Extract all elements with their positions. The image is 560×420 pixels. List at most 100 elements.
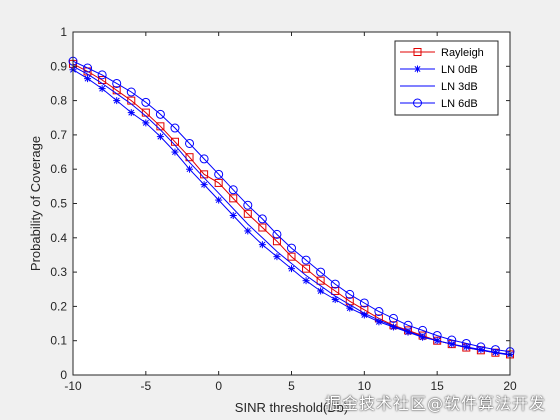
data-point <box>258 241 266 249</box>
data-point <box>258 223 267 232</box>
y-tick-label: 0.8 <box>50 94 67 108</box>
data-point <box>200 181 208 189</box>
data-point <box>432 331 442 341</box>
data-point <box>461 338 471 348</box>
legend-marker <box>414 65 421 73</box>
data-point <box>375 318 383 326</box>
data-point <box>301 255 311 265</box>
y-tick-label: 1 <box>60 25 67 39</box>
data-point <box>490 345 500 355</box>
data-point <box>243 200 253 210</box>
data-point <box>112 78 122 88</box>
y-tick-label: 0.6 <box>50 162 67 176</box>
y-tick-label: 0.3 <box>50 265 67 279</box>
legend-item: LN 6dB <box>400 98 478 110</box>
data-point <box>476 342 486 352</box>
data-point <box>243 209 252 218</box>
y-tick-label: 0.4 <box>50 231 67 245</box>
data-point <box>302 277 310 285</box>
legend-label: LN 0dB <box>441 64 478 76</box>
data-point <box>126 87 136 97</box>
y-tick-label: 0.7 <box>50 128 67 142</box>
y-axis-label: Probability of Coverage <box>28 136 43 271</box>
legend-item: Rayleigh <box>400 47 484 59</box>
data-point <box>229 212 237 220</box>
data-point <box>244 227 252 235</box>
data-point <box>83 63 93 73</box>
data-point <box>403 320 413 330</box>
series-ln-3db <box>72 65 511 356</box>
data-point <box>447 335 457 345</box>
data-point <box>199 154 209 164</box>
data-point <box>156 133 164 141</box>
data-point <box>317 287 325 295</box>
ticks-layer: -10 -5 0 5 10 15 20 0 0.1 0.2 0.3 0.4 0.5 0.6 0.7 0.8 0.… <box>50 25 517 393</box>
data-point <box>228 185 238 195</box>
y-tick-label: 0.2 <box>50 299 67 313</box>
data-point <box>360 311 368 319</box>
x-tick-label: 20 <box>503 379 517 393</box>
data-point <box>171 148 179 156</box>
series-line <box>72 65 511 356</box>
legend-marker <box>413 48 422 56</box>
legend-item: LN 3dB <box>400 81 478 93</box>
data-point <box>127 109 135 117</box>
x-tick-label: 15 <box>430 379 444 393</box>
data-point <box>97 70 107 80</box>
y-tick-label: 0.1 <box>50 334 67 348</box>
data-point <box>302 264 311 273</box>
data-point <box>98 85 106 93</box>
x-tick-label: 0 <box>215 379 222 393</box>
series-layer <box>68 56 515 359</box>
x-tick-label: -5 <box>140 379 151 393</box>
y-tick-label: 0 <box>60 368 67 382</box>
data-point <box>288 265 295 273</box>
data-point <box>214 169 224 179</box>
x-axis-label: SINR threshold(Db) <box>235 400 348 415</box>
legend-label: LN 6dB <box>441 98 478 110</box>
data-point <box>331 296 339 304</box>
series-line <box>72 60 511 353</box>
data-point <box>142 119 150 127</box>
y-tick-label: 0.5 <box>50 197 67 211</box>
data-point <box>113 97 121 105</box>
data-point <box>272 237 281 246</box>
data-point <box>185 138 195 148</box>
x-tick-label: -10 <box>64 379 82 393</box>
legend-marker <box>413 98 422 108</box>
data-point <box>287 252 296 261</box>
data-point <box>84 75 92 83</box>
data-point <box>155 109 165 119</box>
data-point <box>170 123 180 133</box>
legend-item: LN 0dB <box>400 64 478 76</box>
data-point <box>316 276 325 285</box>
data-point <box>330 279 340 289</box>
y-tick-label: 0.9 <box>50 59 67 73</box>
data-point <box>418 325 428 335</box>
data-point <box>185 153 194 162</box>
data-point <box>257 214 267 224</box>
data-point <box>287 243 296 253</box>
x-tick-label: 5 <box>288 379 295 393</box>
legend: Rayleigh LN 0dB LN 3dB LN 6dB <box>394 40 499 116</box>
legend-label: LN 3dB <box>441 81 478 93</box>
data-point <box>214 178 223 187</box>
data-point <box>346 304 354 312</box>
data-point <box>229 194 238 203</box>
x-tick-label: 10 <box>358 379 372 393</box>
data-point <box>331 286 340 295</box>
data-point <box>186 165 194 173</box>
watermark: 掘金技术社区@软件算法开发 <box>324 394 546 413</box>
data-point <box>141 97 151 107</box>
data-point <box>215 196 223 204</box>
data-point <box>345 289 355 299</box>
data-point <box>316 267 326 277</box>
data-point <box>273 253 281 261</box>
data-point <box>359 298 369 308</box>
data-point <box>374 307 384 317</box>
data-point <box>272 229 282 239</box>
data-point <box>388 313 398 323</box>
legend-label: Rayleigh <box>441 47 484 59</box>
series-ln-6db <box>68 56 515 357</box>
